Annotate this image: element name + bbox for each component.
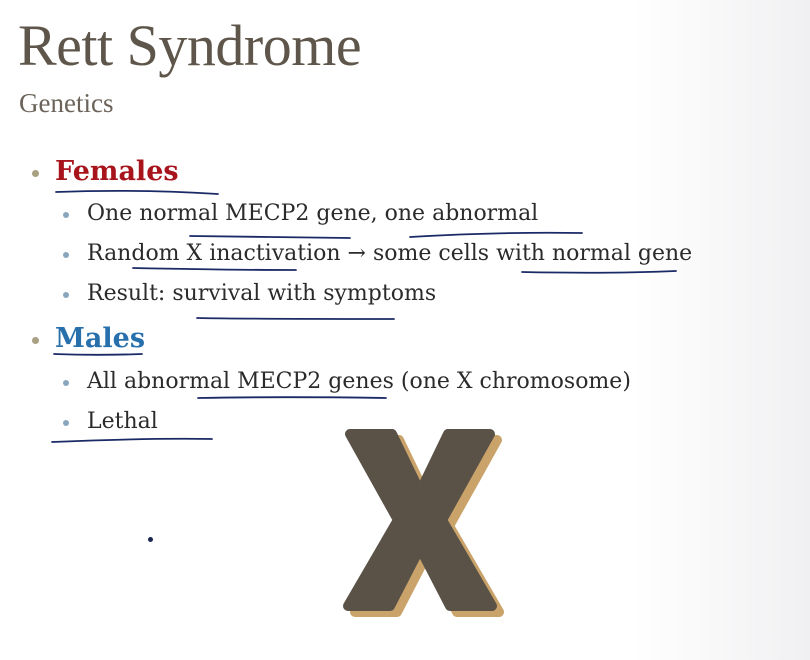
bullet-text: Random X inactivation → some cells with …	[87, 241, 693, 266]
bullet-dot	[63, 380, 69, 386]
bullet-dot	[63, 252, 69, 258]
bullet-text: One normal MECP2 gene, one abnormal	[87, 201, 539, 226]
underline-stroke	[409, 231, 583, 238]
bullet-text: All abnormal MECP2 genes (one X chromoso…	[87, 369, 631, 394]
bullet-dot	[63, 420, 69, 426]
section-heading-males: Males	[55, 323, 146, 354]
underline-stroke	[189, 235, 351, 239]
underline-stroke	[196, 317, 395, 320]
underline-stroke	[197, 396, 387, 399]
underline-stroke	[521, 270, 677, 274]
underline-stroke	[51, 437, 213, 443]
slide-title: Rett Syndrome	[18, 13, 362, 78]
underline-stroke	[132, 267, 297, 271]
x-chromosome-graphic	[343, 429, 504, 617]
bullet-dot	[63, 212, 69, 218]
slide-subtitle: Genetics	[19, 88, 114, 118]
bullet-dot	[32, 337, 39, 344]
ink-speck	[148, 537, 153, 542]
underline-stroke	[53, 353, 143, 356]
bullet-dot	[32, 170, 39, 177]
x-letter	[343, 429, 497, 611]
bullet-text: Result: survival with symptoms	[87, 281, 437, 306]
bullet-dot	[63, 292, 69, 298]
section-heading-females: Females	[55, 156, 179, 187]
underline-stroke	[55, 190, 219, 195]
bullet-text: Lethal	[87, 409, 158, 434]
